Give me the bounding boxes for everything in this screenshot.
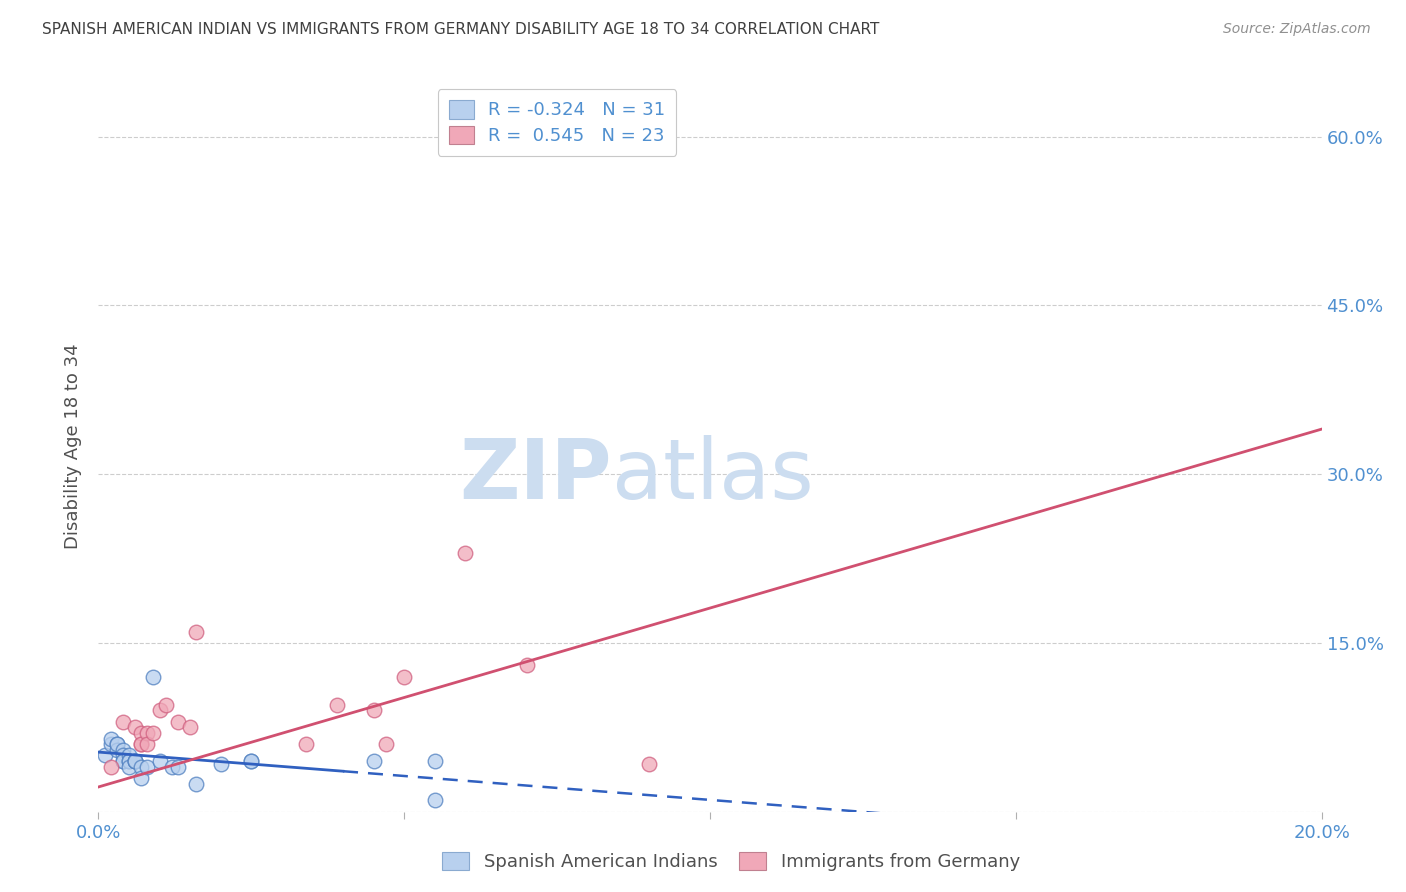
Point (111, 754, 134, 768)
Point (129, 760, 152, 774)
Point (111, 743, 134, 757)
Point (516, 658, 538, 673)
Point (100, 760, 122, 774)
Point (240, 754, 263, 768)
Point (240, 754, 263, 768)
Point (105, 737, 128, 751)
Point (118, 754, 141, 768)
Point (136, 726, 159, 740)
Y-axis label: Disability Age 18 to 34: Disability Age 18 to 34 (65, 343, 83, 549)
Point (124, 754, 146, 768)
Point (149, 754, 172, 768)
Point (363, 754, 385, 768)
Text: SPANISH AMERICAN INDIAN VS IMMIGRANTS FROM GERMANY DISABILITY AGE 18 TO 34 CORRE: SPANISH AMERICAN INDIAN VS IMMIGRANTS FR… (42, 22, 880, 37)
Point (186, 624, 208, 639)
Point (167, 760, 190, 774)
Text: atlas: atlas (612, 434, 814, 516)
Point (129, 737, 152, 751)
Point (374, 737, 396, 751)
Point (454, 546, 477, 560)
Point (105, 737, 128, 751)
Point (149, 703, 172, 717)
Point (105, 743, 128, 757)
Point (100, 731, 122, 746)
Point (111, 754, 134, 768)
Point (124, 754, 146, 768)
Point (111, 748, 134, 763)
Point (155, 698, 177, 712)
Text: ZIP: ZIP (460, 434, 612, 516)
Point (637, 757, 661, 772)
Point (111, 714, 134, 729)
Point (423, 793, 446, 807)
Point (129, 771, 152, 785)
Point (118, 754, 141, 768)
Point (93, 748, 115, 763)
Text: Source: ZipAtlas.com: Source: ZipAtlas.com (1223, 22, 1371, 37)
Point (392, 670, 416, 684)
Point (142, 726, 165, 740)
Point (637, 129, 661, 144)
Point (118, 760, 141, 774)
Point (179, 720, 201, 734)
Point (142, 670, 165, 684)
Point (186, 776, 208, 790)
Point (124, 754, 146, 768)
Point (136, 760, 159, 774)
Point (124, 720, 146, 734)
Point (100, 737, 122, 751)
Legend: Spanish American Indians, Immigrants from Germany: Spanish American Indians, Immigrants fro… (434, 846, 1028, 879)
Point (326, 698, 349, 712)
Point (209, 757, 232, 772)
Point (129, 737, 152, 751)
Point (295, 737, 318, 751)
Point (167, 714, 190, 729)
Point (423, 754, 446, 768)
Point (118, 748, 141, 763)
Legend: R = -0.324   N = 31, R =  0.545   N = 23: R = -0.324 N = 31, R = 0.545 N = 23 (437, 89, 676, 156)
Point (136, 737, 159, 751)
Point (363, 703, 385, 717)
Point (129, 726, 152, 740)
Point (160, 760, 183, 774)
